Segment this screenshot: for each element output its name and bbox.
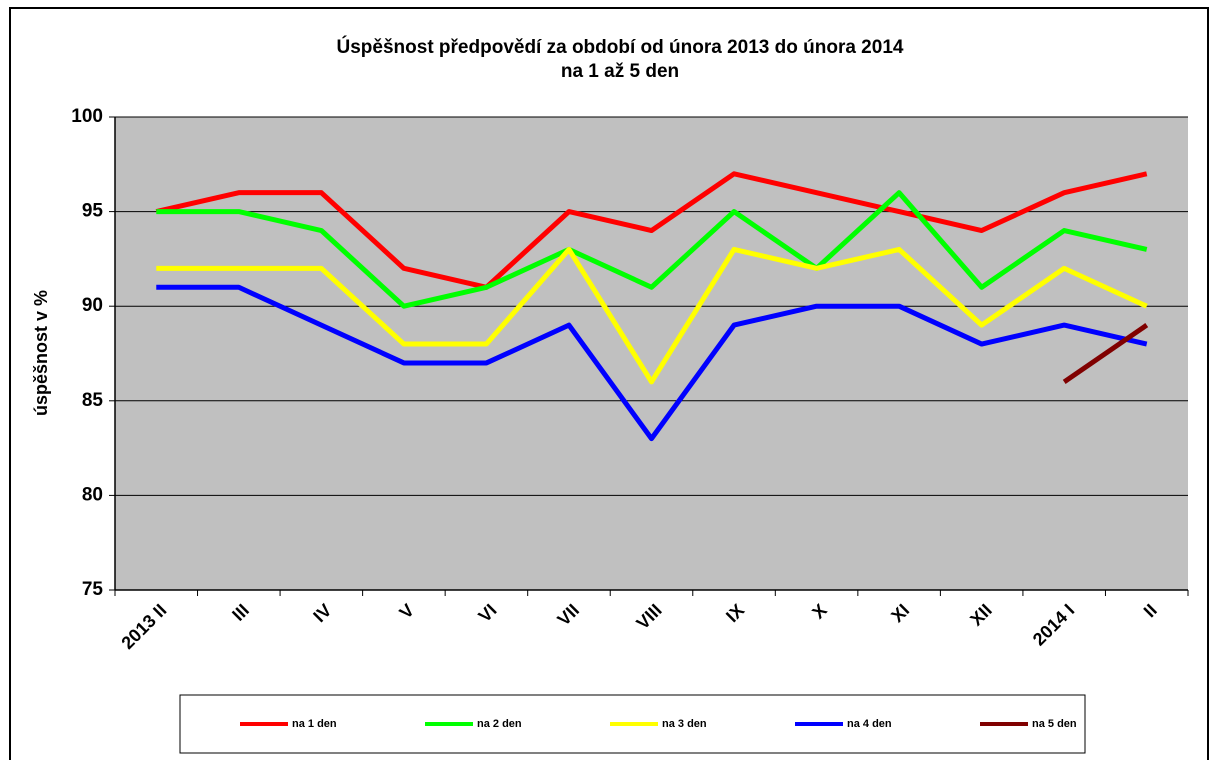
legend-label: na 2 den xyxy=(477,718,522,730)
series-line xyxy=(156,246,1148,385)
legend-label: na 5 den xyxy=(1032,718,1077,730)
legend-label: na 3 den xyxy=(662,718,707,730)
y-tick-label: 75 xyxy=(82,579,104,600)
series-line xyxy=(1062,323,1149,384)
y-axis-label: úspěšnost v % xyxy=(31,290,51,416)
y-tick-label: 85 xyxy=(82,390,104,411)
series-line xyxy=(155,171,1148,290)
chart-subtitle: na 1 až 5 den xyxy=(561,61,679,82)
legend-label: na 1 den xyxy=(292,718,337,730)
y-tick-label: 80 xyxy=(82,484,103,505)
series-line xyxy=(156,190,1148,309)
legend-label: na 4 den xyxy=(847,718,892,730)
chart-title: Úspěšnost předpovědí za období od února … xyxy=(337,36,904,58)
series-line xyxy=(156,284,1148,442)
plot-area xyxy=(115,117,1188,590)
y-tick-label: 90 xyxy=(82,295,103,316)
y-tick-label: 100 xyxy=(71,106,103,127)
y-tick-label: 95 xyxy=(82,201,104,222)
